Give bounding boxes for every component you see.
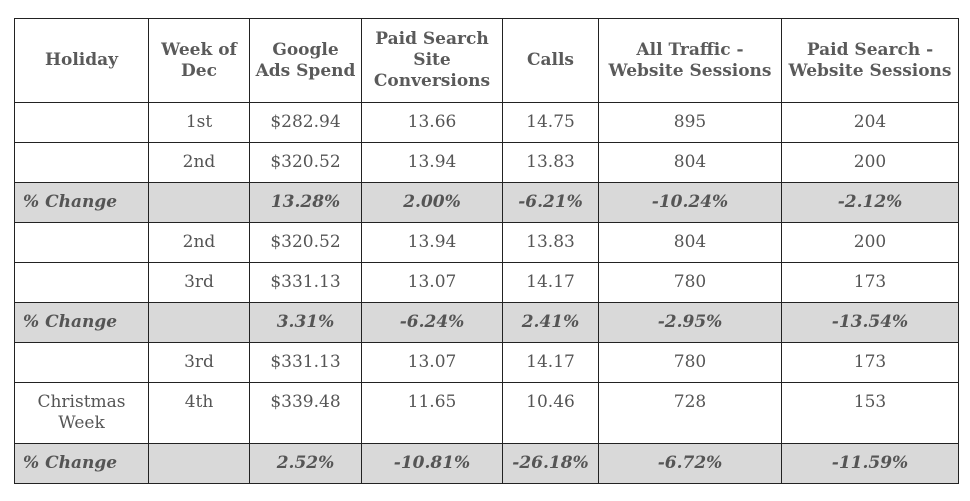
cell-paid-search-sessions: 200	[781, 142, 959, 183]
table-row: 3rd $331.13 13.07 14.17 780 173	[14, 342, 959, 383]
cell-calls: 2.41%	[502, 302, 599, 343]
cell-conversions: 13.94	[361, 142, 503, 183]
cell-ads-spend: $339.48	[249, 382, 362, 444]
cell-all-traffic: -6.72%	[598, 443, 782, 484]
cell-all-traffic: 804	[598, 222, 782, 263]
table-body: 1st $282.94 13.66 14.75 895 204 2nd $320.52 13.9…	[14, 102, 959, 484]
cell-conversions: 13.94	[361, 222, 503, 263]
cell-holiday	[14, 262, 149, 303]
cell-calls: 13.83	[502, 142, 599, 183]
cell-paid-search-sessions: -11.59%	[781, 443, 959, 484]
cell-ads-spend: 13.28%	[249, 182, 362, 223]
cell-ads-spend: 2.52%	[249, 443, 362, 484]
cell-all-traffic: 804	[598, 142, 782, 183]
cell-holiday: % Change	[14, 302, 149, 343]
cell-all-traffic: -10.24%	[598, 182, 782, 223]
cell-ads-spend: $331.13	[249, 262, 362, 303]
cell-holiday: Christmas Week	[14, 382, 149, 444]
cell-all-traffic: 780	[598, 342, 782, 383]
cell-week	[148, 443, 250, 484]
cell-calls: 14.75	[502, 102, 599, 143]
cell-conversions: 13.07	[361, 262, 503, 303]
cell-all-traffic: 780	[598, 262, 782, 303]
cell-holiday: % Change	[14, 182, 149, 223]
cell-calls: -6.21%	[502, 182, 599, 223]
cell-calls: 13.83	[502, 222, 599, 263]
cell-week: 2nd	[148, 222, 250, 263]
table-row: Christmas Week 4th $339.48 11.65 10.46 728 153	[14, 382, 959, 444]
cell-week: 4th	[148, 382, 250, 444]
cell-week: 2nd	[148, 142, 250, 183]
percent-change-row: % Change 2.52% -10.81% -26.18% -6.72% -11.59%	[14, 443, 959, 484]
cell-holiday	[14, 342, 149, 383]
cell-ads-spend: $282.94	[249, 102, 362, 143]
cell-paid-search-sessions: 173	[781, 262, 959, 303]
cell-all-traffic: -2.95%	[598, 302, 782, 343]
cell-week: 3rd	[148, 262, 250, 303]
cell-conversions: 11.65	[361, 382, 503, 444]
holiday-comparison-table: Holiday Week of Dec Google Ads Spend Pai…	[14, 18, 959, 484]
cell-week	[148, 182, 250, 223]
cell-calls: 14.17	[502, 342, 599, 383]
cell-holiday	[14, 102, 149, 143]
cell-week	[148, 302, 250, 343]
cell-paid-search-sessions: 153	[781, 382, 959, 444]
table-row: 2nd $320.52 13.94 13.83 804 200	[14, 222, 959, 263]
header-google-ads-spend: Google Ads Spend	[249, 18, 362, 103]
header-paid-search-conversions: Paid Search Site Conversions	[361, 18, 503, 103]
cell-ads-spend: $320.52	[249, 142, 362, 183]
cell-conversions: -6.24%	[361, 302, 503, 343]
cell-week: 3rd	[148, 342, 250, 383]
percent-change-row: % Change 3.31% -6.24% 2.41% -2.95% -13.54%	[14, 302, 959, 343]
cell-all-traffic: 728	[598, 382, 782, 444]
cell-ads-spend: $331.13	[249, 342, 362, 383]
cell-calls: 10.46	[502, 382, 599, 444]
cell-paid-search-sessions: -13.54%	[781, 302, 959, 343]
cell-calls: -26.18%	[502, 443, 599, 484]
cell-all-traffic: 895	[598, 102, 782, 143]
header-calls: Calls	[502, 18, 599, 103]
cell-paid-search-sessions: 173	[781, 342, 959, 383]
header-holiday: Holiday	[14, 18, 149, 103]
header-all-traffic-sessions: All Traffic - Website Sessions	[598, 18, 782, 103]
table-row: 3rd $331.13 13.07 14.17 780 173	[14, 262, 959, 303]
cell-week: 1st	[148, 102, 250, 143]
cell-holiday	[14, 142, 149, 183]
cell-paid-search-sessions: 204	[781, 102, 959, 143]
cell-holiday: % Change	[14, 443, 149, 484]
table-row: 1st $282.94 13.66 14.75 895 204	[14, 102, 959, 143]
header-week-of-dec: Week of Dec	[148, 18, 250, 103]
cell-calls: 14.17	[502, 262, 599, 303]
cell-paid-search-sessions: 200	[781, 222, 959, 263]
percent-change-row: % Change 13.28% 2.00% -6.21% -10.24% -2.12%	[14, 182, 959, 223]
cell-paid-search-sessions: -2.12%	[781, 182, 959, 223]
cell-ads-spend: $320.52	[249, 222, 362, 263]
cell-conversions: 13.07	[361, 342, 503, 383]
header-row: Holiday Week of Dec Google Ads Spend Pai…	[14, 18, 959, 103]
table-row: 2nd $320.52 13.94 13.83 804 200	[14, 142, 959, 183]
cell-conversions: -10.81%	[361, 443, 503, 484]
cell-conversions: 13.66	[361, 102, 503, 143]
cell-holiday	[14, 222, 149, 263]
header-paid-search-sessions: Paid Search - Website Sessions	[781, 18, 959, 103]
cell-ads-spend: 3.31%	[249, 302, 362, 343]
cell-conversions: 2.00%	[361, 182, 503, 223]
